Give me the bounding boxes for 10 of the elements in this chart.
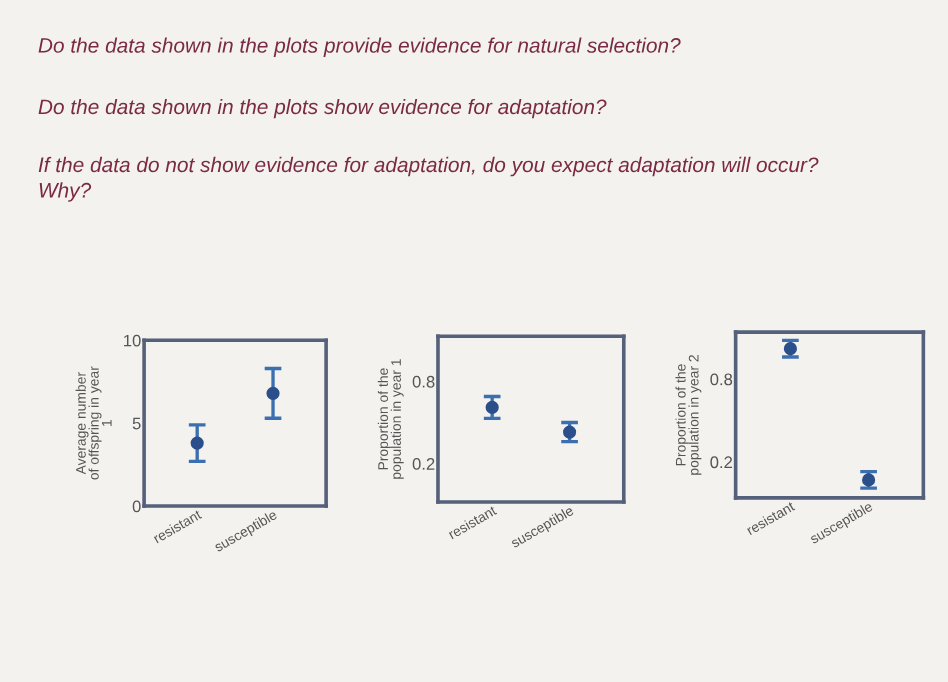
y-tick-label: 0.8	[412, 375, 435, 388]
text: If the data do not show evidence for adaptation, do you expect adaptation will occur? Why?	[38, 156, 819, 202]
y-tick-label: 0.2	[412, 458, 435, 470]
y-tick-label: 10	[124, 334, 141, 347]
text: Do the data shown in the plots show evidence for adaptation?	[38, 98, 607, 119]
y-tick-label: 5	[132, 417, 141, 430]
y-tick-label: 0.8	[710, 373, 733, 386]
text: Do the data shown in the plots provide evidence for natural selection?	[38, 37, 681, 57]
y-tick-label: 0	[132, 500, 141, 513]
y-tick-label: 0.2	[710, 456, 733, 469]
